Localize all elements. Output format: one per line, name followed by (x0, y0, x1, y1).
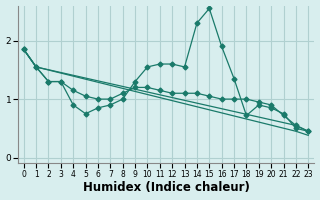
X-axis label: Humidex (Indice chaleur): Humidex (Indice chaleur) (83, 181, 249, 194)
